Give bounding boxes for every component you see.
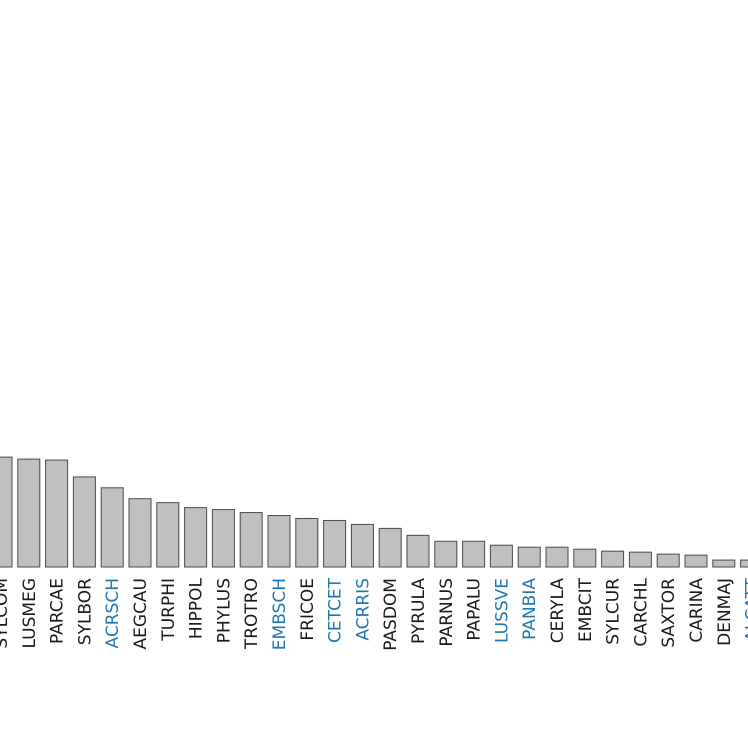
bar-turphi (156, 502, 180, 568)
x-tick-label-sylcur: SYLCUR (604, 578, 624, 645)
x-tick-label-ceryla: CERYLA (548, 578, 568, 644)
bar-parnus (434, 540, 458, 568)
bar-pyrula (406, 534, 430, 568)
bar-fricoe (295, 517, 319, 568)
bar-sylcom (0, 456, 13, 568)
x-tick-labels: SYLCOM LUSMEG PARCAE SYLBOR ACRSCH AEGCAU TURP… (0, 577, 748, 650)
bar-alcatt (740, 559, 748, 568)
x-tick-label-carchl: CARCHL (631, 577, 651, 646)
x-tick-label-denmaj: DENMAJ (715, 578, 735, 646)
bar-saxtor (656, 553, 680, 568)
bar-cetcet (323, 519, 347, 568)
bar-phylus (211, 509, 235, 568)
x-tick-label-aegcau: AEGCAU (131, 578, 151, 650)
bar-pasdom (378, 527, 402, 568)
x-tick-label-phylus: PHYLUS (214, 578, 234, 643)
x-tick-label-pasdom: PASDOM (381, 578, 401, 651)
x-tick-label-acrsch: ACRSCH (103, 578, 123, 648)
x-tick-label-sylbor: SYLBOR (75, 578, 95, 645)
bar-parcae (45, 459, 69, 568)
x-tick-label-cetcet: CETCET (326, 577, 346, 643)
x-tick-label-hippol: HIPPOL (187, 577, 207, 639)
bar-ceryla (545, 546, 569, 568)
bar-sylcur (601, 550, 625, 568)
bar-hippol (184, 507, 208, 568)
x-tick-label-embcit: EMBCIT (576, 577, 596, 642)
x-tick-label-pyrula: PYRULA (409, 578, 429, 644)
bar-lusmeg (17, 458, 41, 568)
bar-embcit (573, 548, 597, 568)
x-tick-label-acrris: ACRRIS (353, 578, 373, 641)
x-tick-label-papalu: PAPALU (465, 578, 485, 641)
bar-acrsch (100, 487, 124, 568)
x-tick-label-saxtor: SAXTOR (659, 578, 679, 648)
bar-acrris (350, 523, 374, 568)
bar-sylbor (72, 476, 96, 568)
x-tick-label-turphi: TURPHI (159, 578, 179, 642)
bar-aegcau (128, 498, 152, 568)
x-tick-label-parcae: PARCAE (48, 578, 68, 644)
x-tick-label-alcatt: ALCATT (743, 577, 748, 641)
x-tick-label-fricoe: FRICOE (298, 578, 318, 641)
x-tick-label-trotro: TROTRO (242, 578, 262, 650)
bar-embsch (267, 515, 291, 568)
bars-group (0, 456, 748, 568)
bar-papalu (462, 540, 486, 568)
x-tick-label-carina: CARINA (687, 578, 707, 643)
bar-lussve (489, 544, 513, 568)
x-tick-label-embsch: EMBSCH (270, 578, 290, 650)
bar-carina (684, 554, 708, 568)
x-tick-label-lussve: LUSSVE (492, 578, 512, 643)
bar-denmaj (712, 559, 736, 568)
x-tick-label-lusmeg: LUSMEG (20, 578, 40, 648)
x-tick-label-panbia: PANBIA (520, 578, 540, 640)
bar-panbia (517, 546, 541, 568)
x-tick-label-parnus: PARNUS (437, 578, 457, 647)
x-tick-label-sylcom: SYLCOM (0, 578, 12, 649)
bar-trotro (239, 512, 263, 568)
bar-carchl (628, 551, 652, 568)
